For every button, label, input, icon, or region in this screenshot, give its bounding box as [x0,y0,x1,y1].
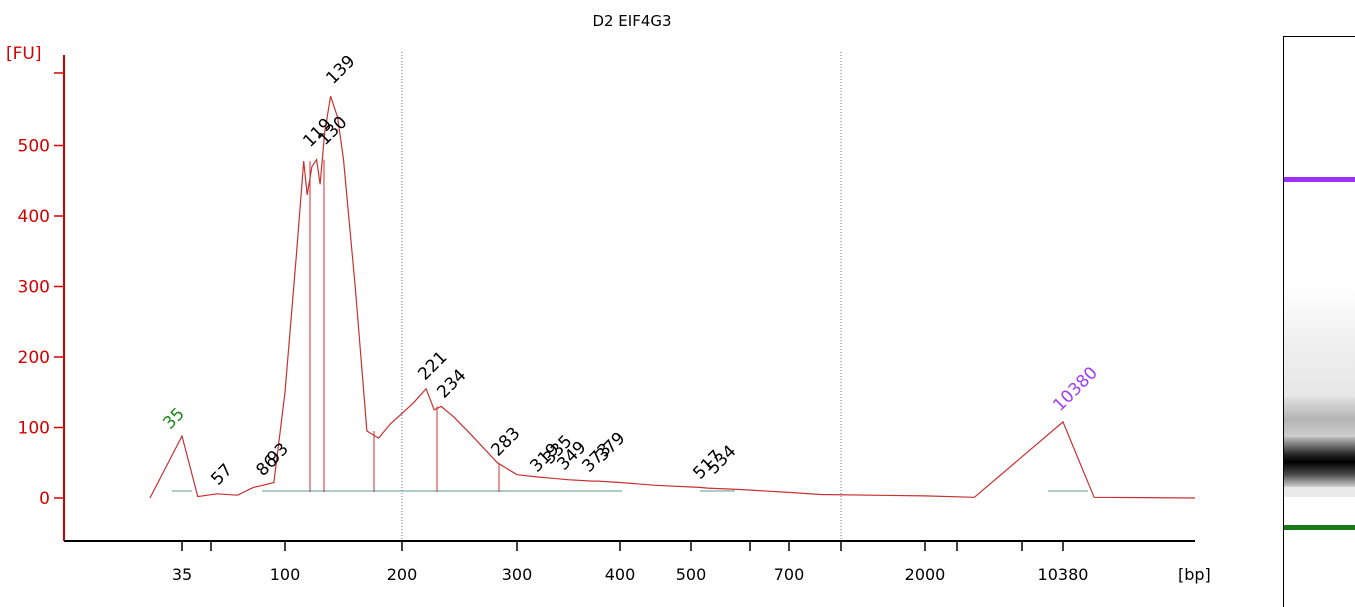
y-tick-label: 0 [39,489,50,509]
gel-upper-marker-band [1284,177,1355,182]
gel-main-band [1284,437,1355,487]
gel-fade [1284,487,1355,497]
electropherogram-trace [149,96,1196,499]
chart-title: D2 EIF4G3 [592,12,671,30]
x-tick-label: 100 [270,565,301,584]
x-axis-label: [bp] [1178,565,1211,584]
x-tick-label: 200 [387,565,418,584]
electropherogram-chart: D2 EIF4G3 [FU] [bp] 0 100 200 300 400 500 35 1… [6,12,1211,584]
gel-smear [1284,287,1355,397]
gel-image-lane [1283,36,1355,607]
signal-trace [149,96,1196,499]
peak-label: 283 [487,423,524,460]
y-tick-label: 400 [18,207,50,227]
peak-label: 10380 [1049,363,1101,415]
peak-droplines [309,159,500,492]
x-tick-label: 300 [502,565,533,584]
y-axis-label: [FU] [6,44,42,64]
x-tick-label: 35 [172,565,192,584]
peak-label: 139 [322,51,359,88]
peak-label: 57 [207,460,236,489]
x-tick-label: 2000 [905,565,946,584]
peak-label: 35 [159,404,188,433]
x-tick-label: 700 [774,565,805,584]
y-ticks: 0 100 200 300 400 500 [18,72,64,509]
grid-lines [401,52,842,541]
y-tick-label: 500 [18,137,50,157]
x-tick-label: 400 [605,565,636,584]
y-tick-label: 200 [18,348,50,368]
y-tick-label: 100 [18,419,50,439]
gel-lower-marker-band [1284,525,1355,530]
x-ticks: 35 100 200 300 400 500 700 2000 10380 [172,541,1089,584]
x-tick-label: 10380 [1038,565,1089,584]
x-tick-label: 500 [676,565,707,584]
axes [63,55,1195,542]
gel-smear-band [1284,397,1355,437]
y-tick-label: 300 [18,278,50,298]
